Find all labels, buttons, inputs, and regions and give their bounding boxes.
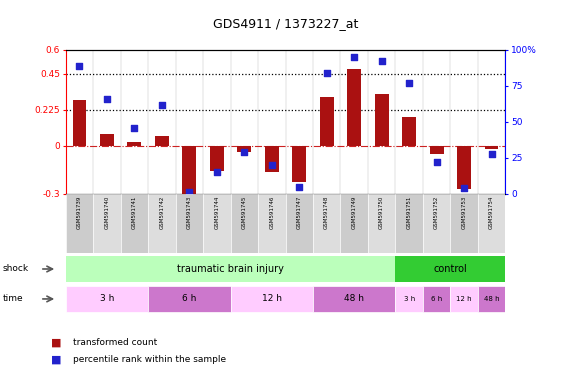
Text: 6 h: 6 h (182, 295, 196, 303)
Text: GDS4911 / 1373227_at: GDS4911 / 1373227_at (213, 17, 358, 30)
Bar (66, 194, 93, 253)
Bar (231, 286, 313, 312)
Bar (375, 94, 388, 146)
Bar (403, 117, 416, 146)
Text: 12 h: 12 h (262, 295, 282, 303)
Bar (340, 194, 368, 253)
Text: GSM591750: GSM591750 (379, 196, 384, 229)
Text: GSM591754: GSM591754 (489, 196, 494, 229)
Bar (66, 286, 148, 312)
Bar (258, 194, 286, 253)
Bar (73, 100, 86, 146)
Point (377, 58, 386, 65)
Text: GSM591751: GSM591751 (407, 196, 412, 229)
Bar (347, 69, 361, 146)
Bar (238, 146, 251, 152)
Text: GSM591740: GSM591740 (104, 196, 110, 229)
Bar (231, 194, 258, 253)
Point (460, 185, 469, 191)
Point (267, 162, 276, 168)
Bar (423, 286, 451, 312)
Bar (430, 146, 444, 154)
Text: transformed count: transformed count (73, 338, 157, 347)
Text: 48 h: 48 h (344, 295, 364, 303)
Bar (485, 146, 498, 149)
Text: 48 h: 48 h (484, 296, 500, 302)
Bar (148, 286, 231, 312)
Text: shock: shock (3, 265, 29, 273)
Bar (395, 286, 423, 312)
Text: 12 h: 12 h (456, 296, 472, 302)
Bar (286, 194, 313, 253)
Text: 3 h: 3 h (100, 295, 114, 303)
Bar (93, 194, 120, 253)
Bar (127, 142, 141, 146)
Text: GSM591749: GSM591749 (352, 196, 357, 229)
Text: GSM591748: GSM591748 (324, 196, 329, 229)
Bar (320, 97, 333, 146)
Bar (395, 194, 423, 253)
Point (75, 63, 84, 69)
Text: GSM591739: GSM591739 (77, 196, 82, 229)
Bar (176, 194, 203, 253)
Text: 3 h: 3 h (404, 296, 415, 302)
Text: GSM591745: GSM591745 (242, 196, 247, 229)
Bar (478, 194, 505, 253)
Bar (395, 256, 505, 282)
Bar (66, 256, 395, 282)
Text: 6 h: 6 h (431, 296, 443, 302)
Point (212, 169, 222, 175)
Text: GSM591753: GSM591753 (461, 196, 467, 229)
Text: ■: ■ (51, 337, 62, 347)
Bar (423, 194, 451, 253)
Bar (478, 286, 505, 312)
Bar (451, 194, 478, 253)
Text: GSM591746: GSM591746 (270, 196, 274, 229)
Point (102, 96, 111, 102)
Point (405, 80, 414, 86)
Bar (368, 194, 395, 253)
Point (349, 54, 359, 60)
Text: ■: ■ (51, 354, 62, 364)
Bar (210, 146, 224, 171)
Text: GSM591744: GSM591744 (214, 196, 219, 229)
Text: GSM591742: GSM591742 (159, 196, 164, 229)
Bar (120, 194, 148, 253)
Point (322, 70, 331, 76)
Bar (183, 146, 196, 198)
Bar (313, 194, 340, 253)
Text: traumatic brain injury: traumatic brain injury (177, 264, 284, 274)
Point (157, 102, 166, 108)
Point (487, 151, 496, 157)
Bar (100, 134, 114, 146)
Bar (457, 146, 471, 189)
Text: GSM591752: GSM591752 (434, 196, 439, 229)
Bar (265, 146, 279, 172)
Text: GSM591741: GSM591741 (132, 196, 137, 229)
Text: time: time (3, 295, 23, 303)
Point (130, 125, 139, 131)
Bar (148, 194, 176, 253)
Bar (155, 136, 168, 146)
Text: GSM591743: GSM591743 (187, 196, 192, 229)
Point (185, 189, 194, 195)
Point (432, 159, 441, 166)
Bar (292, 146, 306, 182)
Point (240, 149, 249, 155)
Text: percentile rank within the sample: percentile rank within the sample (73, 355, 226, 364)
Bar (203, 194, 231, 253)
Text: control: control (433, 264, 467, 274)
Bar (313, 286, 395, 312)
Point (295, 184, 304, 190)
Bar (451, 286, 478, 312)
Text: GSM591747: GSM591747 (297, 196, 301, 229)
